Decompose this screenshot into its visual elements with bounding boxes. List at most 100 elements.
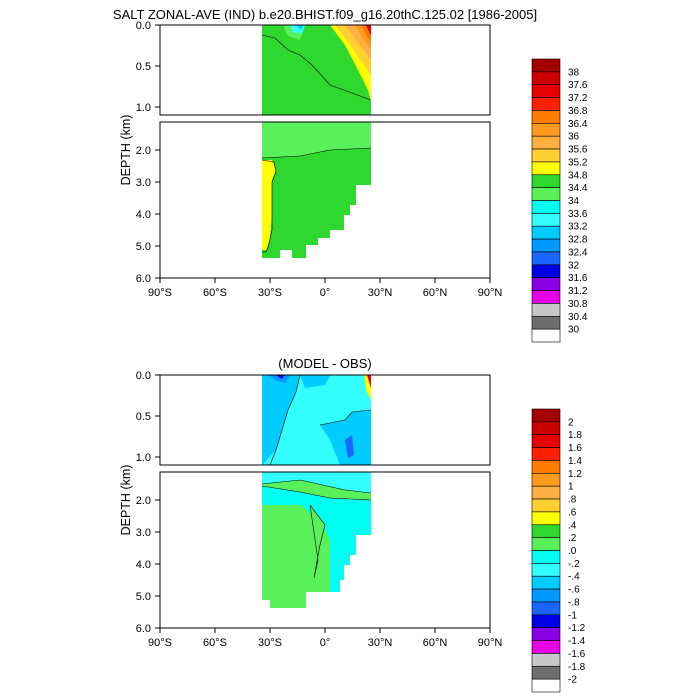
colorbar-label: -.6 — [568, 585, 580, 596]
colorbar-label: 32 — [568, 260, 580, 271]
colorbar-label: 31.2 — [568, 286, 588, 297]
colorbar-swatch — [531, 148, 561, 163]
colorbar-label: -1.6 — [568, 649, 586, 660]
colorbar-label: -.4 — [568, 572, 580, 583]
colorbar-swatch — [531, 135, 561, 150]
x-tick-label: 90°N — [478, 637, 503, 649]
colorbar-label: -1.2 — [568, 623, 586, 634]
colorbar-swatch — [531, 251, 561, 266]
colorbar: 21.81.61.41.21.8.6.4.2.0-.2-.4-.6-.8-1-1… — [531, 408, 586, 693]
colorbar-swatch — [531, 563, 561, 577]
colorbar-swatch — [531, 315, 561, 330]
colorbar-label: 32.8 — [568, 235, 588, 246]
colorbar-label: -1.8 — [568, 662, 586, 673]
salinity-field-upper — [261, 25, 372, 115]
colorbar-swatch — [531, 473, 561, 487]
colorbar-label: 32.4 — [568, 247, 588, 258]
colorbar-label: .2 — [568, 533, 577, 544]
x-tick-label: 30°N — [368, 287, 393, 299]
difference-field-upper — [262, 375, 372, 465]
colorbar-swatch — [531, 110, 561, 124]
colorbar-label: 1.8 — [568, 430, 582, 441]
colorbar-label: 30 — [568, 325, 580, 336]
colorbar-swatch — [531, 200, 561, 214]
colorbar-label: -.2 — [568, 559, 580, 570]
colorbar-label: 38 — [568, 67, 580, 78]
y-tick-label: 6.0 — [136, 273, 151, 285]
difference-field-lower — [261, 472, 372, 608]
y-axis-label: DEPTH (km) — [119, 465, 133, 536]
colorbar-swatch — [531, 277, 561, 291]
y-tick-label: 5.0 — [136, 241, 151, 253]
colorbar-label: 30.4 — [568, 312, 588, 323]
x-tick-label: 30°S — [258, 637, 282, 649]
y-tick-label: 4.0 — [136, 209, 151, 221]
colorbar-label: 1.2 — [568, 469, 582, 480]
colorbar-swatch — [531, 653, 561, 667]
colorbar-label: 1.4 — [568, 456, 582, 467]
x-tick-label: 30°N — [368, 637, 393, 649]
x-tick-label: 0° — [320, 287, 331, 299]
colorbar-label: -1.4 — [568, 636, 586, 647]
colorbar-swatch — [531, 421, 561, 436]
y-tick-label: 1.0 — [136, 452, 151, 464]
colorbar-swatch — [531, 665, 561, 680]
colorbar-label: 1.6 — [568, 443, 582, 454]
plot-frame-upper — [159, 24, 491, 116]
y-tick-label: 4.0 — [136, 559, 151, 571]
x-tick-label: 90°S — [148, 287, 172, 299]
colorbar-swatch — [531, 640, 561, 654]
chart-title: SALT ZONAL-AVE (IND) b.e20.BHIST.f09_g16… — [113, 7, 537, 22]
y-tick-label: 5.0 — [136, 591, 151, 603]
colorbar-label: -.8 — [568, 597, 580, 608]
y-tick-label: 0.0 — [136, 370, 151, 382]
y-tick-label: 3.0 — [136, 177, 151, 189]
colorbar-swatch — [531, 58, 561, 73]
y-tick-label: 0.5 — [136, 61, 151, 73]
colorbar-swatch — [531, 588, 561, 603]
colorbar-swatch — [531, 627, 561, 641]
colorbar-label: 34.8 — [568, 170, 588, 181]
x-tick-label: 90°S — [148, 637, 172, 649]
colorbar-swatch — [531, 97, 561, 111]
y-tick-label: 0.5 — [136, 411, 151, 423]
colorbar-swatch — [531, 575, 561, 590]
colorbar-label: 33.6 — [568, 209, 588, 220]
difference-panel: (MODEL - OBS) DEPTH (km) — [119, 356, 586, 693]
colorbar-swatch — [531, 485, 561, 500]
colorbar-label: 34.4 — [568, 183, 588, 194]
colorbar-swatch — [531, 537, 561, 551]
y-tick-label: 1.0 — [136, 102, 151, 114]
x-tick-label: 60°N — [423, 637, 448, 649]
colorbar-label: 36.8 — [568, 106, 588, 117]
colorbar-swatch — [531, 601, 561, 616]
colorbar-swatch — [531, 447, 561, 461]
x-tick-label: 0° — [320, 637, 331, 649]
colorbar-label: -2 — [568, 675, 577, 686]
colorbar-swatch — [531, 84, 561, 98]
colorbar-swatch — [531, 225, 561, 240]
y-tick-label: 2.0 — [136, 495, 151, 507]
colorbar-swatch — [531, 290, 561, 304]
x-tick-label: 60°S — [203, 637, 227, 649]
colorbar-swatch — [531, 524, 561, 538]
colorbar-swatch — [531, 264, 561, 278]
colorbar-swatch — [531, 511, 561, 526]
colorbar-label: 37.2 — [568, 93, 588, 104]
colorbar-label: 2 — [568, 417, 574, 428]
plot-frame-upper — [159, 374, 491, 466]
x-tick-label: 90°N — [478, 287, 503, 299]
colorbar-label: 37.6 — [568, 80, 588, 91]
colorbar-swatch — [531, 213, 561, 227]
colorbar-label: 36 — [568, 132, 580, 143]
colorbar-label: .0 — [568, 546, 577, 557]
colorbar-label: 1 — [568, 482, 574, 493]
chart-title: (MODEL - OBS) — [278, 356, 371, 371]
colorbar-label: 35.2 — [568, 157, 588, 168]
colorbar-label: .6 — [568, 507, 577, 518]
colorbar-swatch — [531, 550, 561, 564]
colorbar-swatch — [531, 187, 561, 201]
colorbar-label: 33.2 — [568, 222, 588, 233]
colorbar-swatch — [531, 303, 561, 317]
